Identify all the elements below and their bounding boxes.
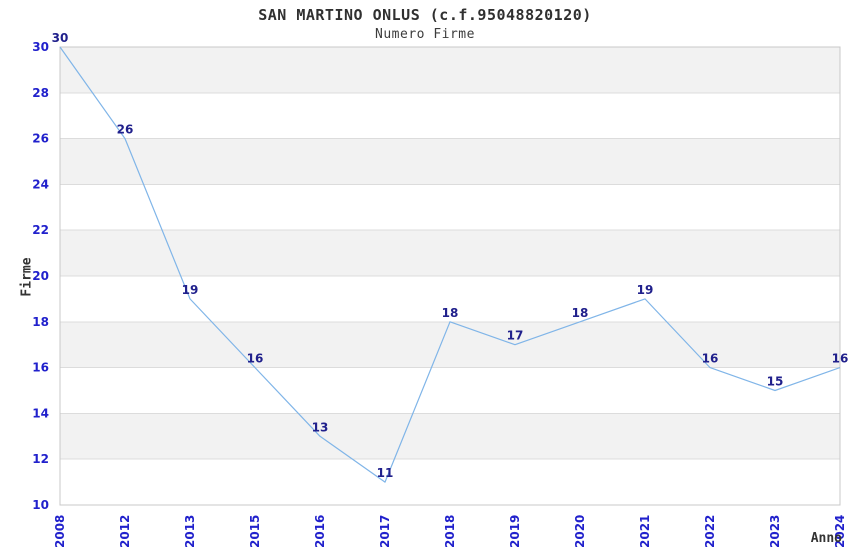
chart-subtitle: Numero Firme — [375, 27, 475, 42]
x-tick-label: 2016 — [313, 515, 327, 548]
y-tick-label: 16 — [32, 361, 49, 375]
value-label: 18 — [442, 306, 459, 320]
value-label: 16 — [832, 352, 849, 366]
value-label: 16 — [247, 352, 264, 366]
value-label: 15 — [767, 375, 784, 389]
value-label: 11 — [377, 466, 394, 480]
band-stripe — [60, 138, 840, 185]
x-tick-label: 2017 — [378, 515, 392, 548]
value-label: 18 — [572, 306, 589, 320]
y-tick-label: 22 — [32, 223, 49, 237]
x-tick-label: 2020 — [573, 515, 587, 548]
y-tick-label: 14 — [32, 406, 49, 420]
y-tick-label: 10 — [32, 498, 49, 512]
x-tick-label: 2022 — [703, 515, 717, 548]
x-tick-label: 2024 — [833, 515, 847, 548]
value-label: 26 — [117, 123, 134, 137]
value-label: 19 — [182, 283, 199, 297]
value-label: 13 — [312, 420, 329, 434]
y-axis-name: Firme — [19, 257, 35, 297]
value-label: 16 — [702, 352, 719, 366]
band-stripe — [60, 47, 840, 93]
x-tick-label: 2012 — [118, 515, 132, 548]
y-tick-label: 12 — [32, 452, 49, 466]
x-tick-label: 2013 — [183, 515, 197, 548]
x-tick-label: 2008 — [53, 515, 67, 548]
x-tick-label: 2018 — [443, 515, 457, 548]
x-axis-ticks: 2008 2012 2013 2015 2016 2017 2018 2019 2020 2021… — [53, 515, 847, 548]
y-tick-label: 20 — [32, 269, 49, 283]
x-tick-label: 2015 — [248, 515, 262, 548]
y-tick-label: 26 — [32, 132, 49, 146]
x-tick-label: 2019 — [508, 515, 522, 548]
band-stripe — [60, 321, 840, 368]
x-tick-label: 2021 — [638, 515, 652, 548]
series-line — [59, 46, 841, 483]
y-tick-label: 24 — [32, 177, 49, 191]
band-stripe — [60, 230, 840, 276]
value-label: 17 — [507, 329, 524, 343]
data-line — [59, 46, 841, 483]
y-tick-label: 28 — [32, 86, 49, 100]
chart-title: SAN MARTINO ONLUS (c.f.95048820120) — [258, 6, 592, 24]
y-axis-ticks: 10 12 14 16 18 20 22 24 26 28 30 — [32, 40, 49, 512]
band-stripe — [60, 413, 840, 460]
plot-border — [59, 46, 841, 506]
value-label: 30 — [52, 31, 69, 45]
value-label: 19 — [637, 283, 654, 297]
value-labels: 30 26 19 16 13 11 18 17 18 19 16 15 16 — [52, 31, 849, 480]
y-tick-label: 18 — [32, 315, 49, 329]
x-axis-name: Anno — [810, 531, 842, 546]
y-tick-label: 30 — [32, 40, 49, 54]
x-tick-label: 2023 — [768, 515, 782, 548]
band-stripes — [60, 47, 840, 460]
